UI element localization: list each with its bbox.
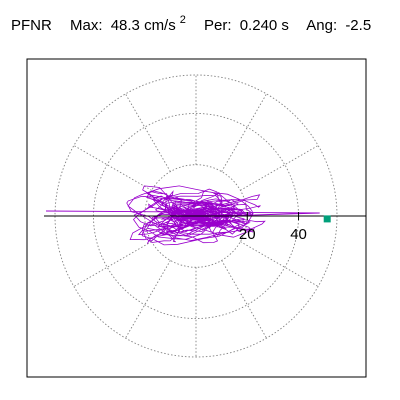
grid-spoke-30: [240, 145, 319, 191]
grid-spoke-210: [73, 241, 152, 287]
max-value-text: 48.3 cm/s: [110, 17, 176, 34]
radial-axis: 20 40: [44, 212, 366, 243]
axis-tick-label-40: 40: [290, 226, 307, 243]
motion-trace: [45, 185, 320, 246]
period-value: 0.240 s: [239, 17, 289, 34]
grid-spoke-150: [73, 145, 152, 191]
trace-path: [126, 185, 266, 246]
chart-header: PFNR Max: 48.3 cm/s 2 Per: 0.240 s Ang: -…: [11, 14, 375, 34]
station-code: PFNR: [11, 17, 52, 34]
plot-frame: [26, 58, 367, 378]
peak-marker: [323, 215, 331, 223]
grid-spoke-330: [240, 241, 319, 287]
angle-label: Ang:: [306, 17, 338, 34]
grid-spoke-300: [221, 260, 267, 339]
max-label: Max:: [70, 17, 103, 34]
grid-spoke-240: [125, 260, 171, 339]
axis-tick-label-20: 20: [239, 226, 256, 243]
max-unit-exponent: 2: [179, 14, 186, 26]
angle-value: -2.5: [345, 17, 372, 34]
grid-spoke-120: [125, 93, 171, 172]
max-value: 48.3 cm/s 2: [110, 14, 186, 34]
period-label: Per:: [204, 17, 232, 34]
grid-spoke-60: [221, 93, 267, 172]
